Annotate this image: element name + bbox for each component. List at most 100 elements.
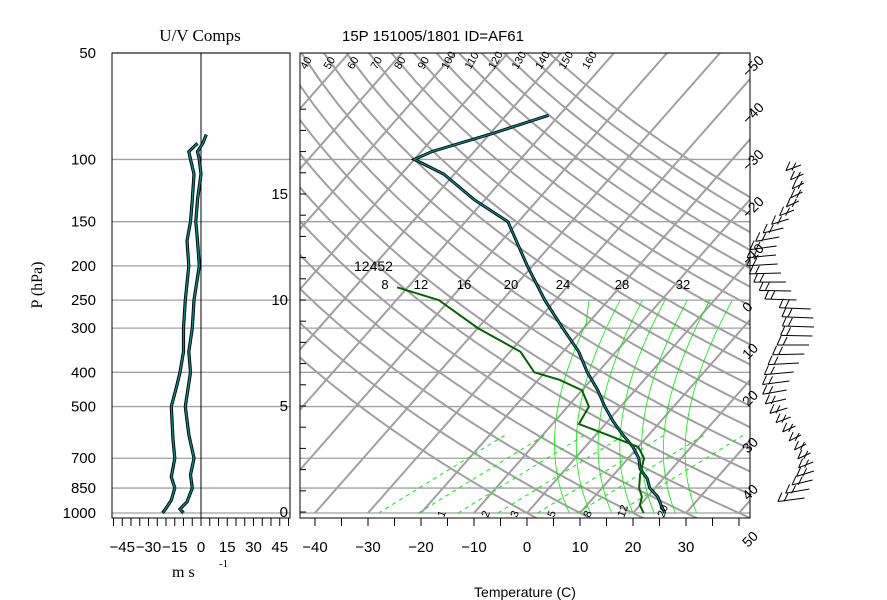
wind-barb-flag bbox=[788, 431, 794, 442]
uv-x-tick-label: −30 bbox=[136, 539, 161, 556]
isotherm bbox=[314, 53, 721, 514]
moist-adiabat-label: 20 bbox=[504, 277, 518, 292]
wind-barb-staff bbox=[790, 173, 804, 181]
wind-barb-staff bbox=[779, 307, 811, 310]
height-axis: 0 5 10 15 bbox=[271, 108, 306, 521]
wind-barb-flag bbox=[778, 346, 784, 355]
wind-barb-flag bbox=[775, 405, 781, 414]
isotherm bbox=[473, 198, 750, 514]
wind-barb-staff bbox=[791, 182, 805, 190]
temperature-tick-label: −20 bbox=[408, 539, 433, 556]
moist-adiabat-label: 28 bbox=[615, 277, 629, 292]
wind-barb-flag bbox=[781, 316, 787, 327]
pressure-tick-label: 200 bbox=[71, 258, 96, 275]
wind-barb-flag bbox=[763, 365, 769, 375]
wind-barb-flag bbox=[785, 161, 791, 171]
wind-barb-flag bbox=[804, 459, 810, 468]
wind-barb-flag bbox=[768, 386, 774, 395]
dry-adiabat-label: 50 bbox=[322, 55, 339, 72]
wind-barb-flag bbox=[783, 493, 789, 502]
moist-adiabat-label: 16 bbox=[457, 277, 471, 292]
uv-x-tick-label: −45 bbox=[110, 539, 135, 556]
wind-barb-flag bbox=[762, 385, 768, 395]
wind-barb-flag bbox=[796, 189, 802, 199]
temperature-tick-label: 20 bbox=[625, 539, 642, 556]
wind-barb-flag bbox=[791, 475, 797, 486]
uv-x-tick-label: 15 bbox=[219, 539, 236, 556]
moist-adiabat-label: 8 bbox=[381, 277, 388, 292]
parcel-profile bbox=[396, 286, 646, 514]
pressure-tick-label: 50 bbox=[79, 45, 96, 62]
wind-barb-flag bbox=[770, 290, 776, 300]
wind-barb-staff bbox=[746, 263, 778, 267]
mixing-ratio-line bbox=[497, 434, 626, 514]
wind-barb-staff bbox=[749, 272, 782, 275]
moist-adiabat bbox=[641, 299, 688, 514]
wind-barb-flag bbox=[769, 366, 775, 375]
wind-barb-flag bbox=[802, 468, 808, 477]
wind-barb-flag bbox=[779, 206, 785, 216]
dry-adiabat-label: 40 bbox=[298, 55, 315, 72]
wind-barb-staff bbox=[797, 452, 811, 460]
wind-barb-flag bbox=[785, 197, 791, 208]
mixing-ratio-line bbox=[457, 434, 586, 514]
isotherm-label: 50 bbox=[739, 528, 761, 550]
moist-adiabat-label: 12 bbox=[414, 277, 428, 292]
uv-x-tick-label: −15 bbox=[162, 539, 187, 556]
wind-barb-flag bbox=[755, 232, 761, 242]
uv-series-line-2 bbox=[161, 142, 198, 514]
wind-barb-flag bbox=[790, 170, 795, 181]
wind-barb-flag bbox=[784, 299, 790, 308]
isotherm bbox=[738, 498, 750, 514]
wind-barb-flag bbox=[746, 248, 752, 258]
wind-barb-flag bbox=[764, 282, 770, 291]
dry-adiabat bbox=[300, 287, 646, 518]
temperature-tick-label: 10 bbox=[572, 539, 589, 556]
wind-barb-staff bbox=[762, 380, 790, 385]
uv-series-group bbox=[161, 133, 208, 515]
wind-barb-flag bbox=[746, 256, 752, 266]
wind-barb-staff bbox=[762, 389, 787, 395]
height-tick-label: 5 bbox=[280, 398, 288, 415]
skewt-panel-frame bbox=[299, 52, 751, 519]
wind-barb-flag bbox=[782, 422, 788, 433]
wind-barb-flag bbox=[780, 326, 786, 336]
wind-barb-flag bbox=[758, 281, 764, 291]
wind-barb-staff bbox=[777, 497, 805, 503]
wind-barb-flag bbox=[797, 180, 803, 190]
isotherm bbox=[367, 77, 750, 514]
wind-barb-flag bbox=[776, 335, 782, 346]
wind-barb-flag bbox=[787, 308, 793, 317]
isotherm bbox=[300, 53, 668, 472]
moist-adiabat bbox=[554, 300, 590, 514]
isotherm bbox=[300, 53, 403, 171]
isotherm bbox=[845, 53, 887, 513]
wind-barb-flag bbox=[791, 485, 797, 494]
temperature-tick-label: −10 bbox=[461, 539, 486, 556]
wind-barb-flag bbox=[791, 198, 797, 208]
moist-adiabat bbox=[662, 299, 711, 514]
wind-barb-staff bbox=[781, 316, 814, 319]
pressure-tick-label: 850 bbox=[71, 480, 96, 497]
skewt-panel: 40 50 60 70 80 90 100 110 120 130 140 150 160 −50−40−… bbox=[271, 50, 887, 600]
wind-barb-staff bbox=[765, 398, 787, 405]
wind-barb-flag bbox=[796, 171, 801, 181]
dry-adiabat bbox=[300, 118, 750, 451]
temperature-profile bbox=[412, 114, 666, 514]
wind-barb-flag bbox=[752, 257, 758, 267]
mixing-ratio-line bbox=[616, 434, 745, 514]
wind-barb-flag bbox=[762, 223, 768, 234]
mixing-ratio-line bbox=[418, 434, 546, 514]
mixing-ratio-label: 12 bbox=[616, 503, 631, 519]
wind-barb-flag bbox=[803, 450, 809, 460]
mixing-ratio-label: 20 bbox=[656, 503, 671, 519]
uv-x-tick-label: 45 bbox=[271, 539, 288, 556]
wind-barb-flag bbox=[791, 179, 797, 190]
pressure-tick-label: 250 bbox=[71, 292, 96, 309]
height-tick-label: 10 bbox=[271, 292, 288, 309]
mixing-ratio-line bbox=[378, 434, 507, 514]
dry-adiabat bbox=[345, 53, 750, 366]
wind-barb-flag bbox=[749, 240, 755, 250]
wind-barb-staff bbox=[791, 479, 813, 486]
wind-barb-flag bbox=[794, 432, 800, 442]
